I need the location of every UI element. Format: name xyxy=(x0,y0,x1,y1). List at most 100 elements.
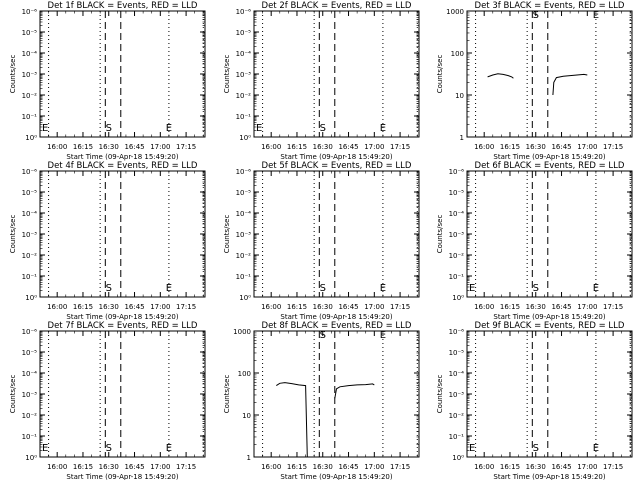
event-marker-label: E xyxy=(380,283,386,294)
panel-title: Det 3f BLACK = Events, RED = LLD xyxy=(475,1,625,11)
y-tick-label: 10⁻⁶ xyxy=(22,328,38,336)
y-tick-label: 10⁻¹ xyxy=(449,273,465,281)
event-marker-label: S xyxy=(320,123,326,134)
event-marker-label: E xyxy=(469,283,475,294)
y-axis-label: Counts/sec xyxy=(436,55,444,94)
y-tick-label: 10⁻⁴ xyxy=(22,210,38,218)
event-marker-label: E xyxy=(380,330,386,341)
x-tick-label: 17:15 xyxy=(603,463,623,471)
count-rate-line xyxy=(276,382,308,458)
event-marker-label: S xyxy=(533,10,539,21)
detector-panel: Det 3f BLACK = Events, RED = LLD 1 10 100 10… xyxy=(436,1,633,161)
x-tick-label: 17:00 xyxy=(364,143,384,151)
x-tick-label: 16:15 xyxy=(500,143,520,151)
event-marker-label: S xyxy=(320,330,326,341)
y-tick-label: 100 xyxy=(238,370,251,378)
y-tick-label: 10⁻³ xyxy=(236,71,252,79)
event-marker-label: E xyxy=(593,10,599,21)
x-axis-label: Start Time (09-Apr-18 15:49:20) xyxy=(493,473,605,480)
plot-frame xyxy=(466,170,633,298)
y-tick-label: 10⁰ xyxy=(239,134,251,142)
event-marker-label: E xyxy=(380,123,386,134)
x-tick-label: 16:45 xyxy=(551,463,571,471)
x-tick-label: 17:00 xyxy=(577,143,597,151)
y-tick-label: 10⁻² xyxy=(449,252,465,260)
x-tick-label: 16:30 xyxy=(313,303,333,311)
y-tick-label: 10⁰ xyxy=(452,294,464,302)
y-tick-label: 10⁻¹ xyxy=(449,433,465,441)
y-tick-label: 10⁻⁵ xyxy=(236,29,252,37)
x-tick-label: 16:00 xyxy=(47,143,67,151)
y-tick-label: 10⁻⁴ xyxy=(236,210,252,218)
event-marker-label: E xyxy=(593,283,599,294)
x-tick-label: 17:15 xyxy=(176,463,196,471)
x-tick-label: 17:15 xyxy=(390,463,410,471)
event-marker-label: E xyxy=(593,443,599,454)
x-tick-label: 16:45 xyxy=(338,143,358,151)
x-tick-label: 16:00 xyxy=(474,143,494,151)
y-tick-label: 10⁻² xyxy=(236,252,252,260)
event-marker-label: E xyxy=(42,443,48,454)
y-tick-label: 10⁻⁶ xyxy=(236,168,252,176)
y-axis-label: Counts/sec xyxy=(436,375,444,414)
y-tick-label: 10⁻⁶ xyxy=(449,328,465,336)
x-tick-label: 16:00 xyxy=(474,303,494,311)
x-tick-label: 16:45 xyxy=(338,303,358,311)
y-tick-label: 10⁻² xyxy=(236,92,252,100)
x-tick-label: 17:00 xyxy=(577,463,597,471)
y-tick-label: 10⁻⁶ xyxy=(236,8,252,16)
y-tick-label: 10⁻⁶ xyxy=(449,168,465,176)
panel-title: Det 8f BLACK = Events, RED = LLD xyxy=(262,321,412,331)
y-tick-label: 10⁻³ xyxy=(22,231,38,239)
x-tick-label: 16:15 xyxy=(287,463,307,471)
x-tick-label: 16:15 xyxy=(73,463,93,471)
y-tick-label: 10⁻⁴ xyxy=(449,210,465,218)
y-tick-label: 10⁻¹ xyxy=(236,273,252,281)
x-tick-label: 17:15 xyxy=(390,143,410,151)
x-tick-label: 16:45 xyxy=(551,143,571,151)
y-tick-label: 10⁻⁵ xyxy=(449,349,465,357)
x-tick-label: 17:00 xyxy=(364,463,384,471)
detector-panel: Det 1f BLACK = Events, RED = LLD 10⁰ 10⁻¹ 1… xyxy=(9,1,206,161)
x-tick-label: 16:30 xyxy=(99,303,119,311)
x-tick-label: 17:00 xyxy=(150,463,170,471)
event-marker-label: S xyxy=(533,283,539,294)
y-tick-label: 10⁻⁴ xyxy=(236,50,252,58)
event-marker-label: E xyxy=(166,443,172,454)
y-tick-label: 1000 xyxy=(233,328,251,336)
x-axis-label: Start Time (09-Apr-18 15:49:20) xyxy=(66,153,178,161)
y-tick-label: 10⁻² xyxy=(22,252,38,260)
y-tick-label: 10 xyxy=(455,92,464,100)
y-tick-label: 10⁻³ xyxy=(236,231,252,239)
y-axis-label: Counts/sec xyxy=(9,215,17,254)
x-tick-label: 17:15 xyxy=(603,143,623,151)
y-tick-label: 10⁻⁴ xyxy=(22,50,38,58)
x-axis-label: Start Time (09-Apr-18 15:49:20) xyxy=(280,473,392,480)
plot-frame xyxy=(253,170,420,298)
x-tick-label: 16:15 xyxy=(73,303,93,311)
x-tick-label: 16:00 xyxy=(261,143,281,151)
event-marker-label: E xyxy=(166,283,172,294)
detector-panel: Det 6f BLACK = Events, RED = LLD 10⁰ 10⁻¹ 1… xyxy=(436,161,633,321)
x-axis-label: Start Time (09-Apr-18 15:49:20) xyxy=(280,313,392,321)
y-tick-label: 10⁻⁴ xyxy=(449,370,465,378)
event-marker-label: E xyxy=(166,123,172,134)
y-tick-label: 10⁻¹ xyxy=(236,113,252,121)
y-tick-label: 10⁻⁶ xyxy=(22,168,38,176)
plot-frame xyxy=(253,10,420,138)
x-tick-label: 16:30 xyxy=(526,143,546,151)
y-tick-label: 10⁻² xyxy=(22,412,38,420)
detector-panel: Det 9f BLACK = Events, RED = LLD 10⁰ 10⁻¹ 1… xyxy=(436,321,633,480)
x-tick-label: 16:30 xyxy=(313,463,333,471)
y-tick-label: 10⁰ xyxy=(452,454,464,462)
x-tick-label: 16:45 xyxy=(551,303,571,311)
panel-title: Det 4f BLACK = Events, RED = LLD xyxy=(48,161,198,171)
x-tick-label: 16:00 xyxy=(261,463,281,471)
x-tick-label: 16:15 xyxy=(287,143,307,151)
plot-frame xyxy=(466,10,633,138)
x-tick-label: 16:30 xyxy=(313,143,333,151)
plot-frame xyxy=(39,330,206,458)
plot-frame xyxy=(39,10,206,138)
x-tick-label: 17:00 xyxy=(577,303,597,311)
